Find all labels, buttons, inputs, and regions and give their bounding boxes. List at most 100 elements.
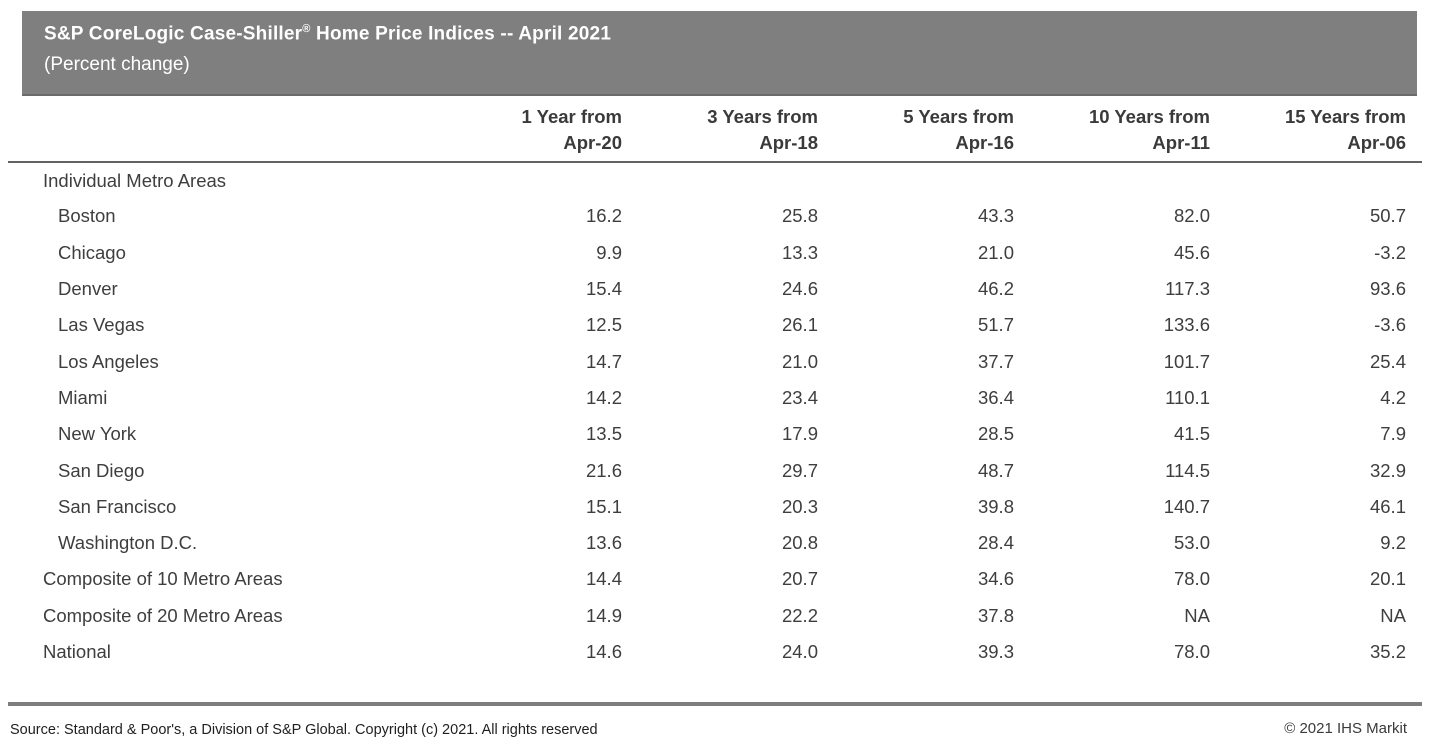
table-row: Las Vegas 12.5 26.1 51.7 133.6 -3.6 — [8, 307, 1422, 343]
column-header-line1: 3 Years from — [707, 106, 818, 127]
cell-value: 20.3 — [781, 495, 818, 517]
row-label: San Francisco — [58, 495, 177, 517]
cell-value: 117.3 — [1165, 278, 1210, 300]
cell-value: 110.1 — [1165, 386, 1210, 408]
table-row: New York 13.5 17.9 28.5 41.5 7.9 — [8, 416, 1422, 452]
cell-value: 7.9 — [1380, 423, 1406, 445]
cell-value: -3.2 — [1374, 241, 1406, 263]
cell-value: 29.7 — [781, 459, 818, 481]
cell-value: 9.2 — [1380, 532, 1406, 554]
cell-value: 21.6 — [585, 459, 622, 481]
footer-divider — [8, 702, 1422, 706]
header-label-spacer — [8, 96, 442, 163]
row-label: Miami — [58, 386, 108, 408]
copyright-note: © 2021 IHS Markit — [1284, 720, 1407, 737]
cell-value: 13.6 — [585, 532, 622, 554]
cell-value: 24.6 — [781, 278, 818, 300]
table-row: Individual Metro Areas — [8, 162, 1422, 198]
cell-value — [1226, 162, 1422, 198]
cell-value: 50.7 — [1369, 205, 1406, 227]
header-row: 1 Year from Apr-20 3 Years from Apr-18 5… — [8, 96, 1422, 163]
table-row: San Diego 21.6 29.7 48.7 114.5 32.9 — [8, 452, 1422, 488]
cell-value: 28.5 — [977, 423, 1014, 445]
cell-value: 21.0 — [977, 241, 1014, 263]
page-subtitle: (Percent change) — [44, 54, 190, 76]
row-label: Chicago — [58, 241, 126, 263]
cell-value: 13.5 — [585, 423, 622, 445]
cell-value: 25.8 — [781, 205, 818, 227]
cell-value: NA — [1184, 604, 1210, 626]
cell-value: 43.3 — [977, 205, 1014, 227]
table-row: Denver 15.4 24.6 46.2 117.3 93.6 — [8, 271, 1422, 307]
column-header-line1: 15 Years from — [1284, 106, 1406, 127]
cell-value: 41.5 — [1173, 423, 1210, 445]
source-note: Source: Standard & Poor's, a Division of… — [10, 722, 598, 738]
table-row: San Francisco 15.1 20.3 39.8 140.7 46.1 — [8, 489, 1422, 525]
cell-value: 39.8 — [977, 495, 1014, 517]
cell-value: 14.6 — [585, 641, 622, 662]
cell-value: 20.8 — [781, 532, 818, 554]
table-header: 1 Year from Apr-20 3 Years from Apr-18 5… — [8, 96, 1422, 163]
cell-value: 21.0 — [781, 350, 818, 372]
cell-value: 15.1 — [585, 495, 622, 517]
cell-value: 9.9 — [596, 241, 622, 263]
column-header-15yr: 15 Years from Apr-06 — [1226, 96, 1422, 163]
cell-value: 78.0 — [1173, 641, 1210, 662]
cell-value — [638, 162, 834, 198]
column-header-line2: Apr-16 — [955, 132, 1014, 153]
cell-value: -3.6 — [1374, 314, 1406, 336]
row-label: Los Angeles — [58, 350, 159, 372]
row-label: Individual Metro Areas — [43, 169, 227, 191]
row-label: Composite of 20 Metro Areas — [43, 604, 283, 626]
table-row: Composite of 10 Metro Areas 14.4 20.7 34.6 7… — [8, 561, 1422, 597]
registered-trademark-symbol: ® — [302, 23, 311, 35]
cell-value: 78.0 — [1173, 568, 1210, 590]
cell-value — [442, 162, 638, 198]
table-row: Los Angeles 14.7 21.0 37.7 101.7 25.4 — [8, 343, 1422, 379]
cell-value — [1030, 162, 1226, 198]
cell-value: 14.4 — [585, 568, 622, 590]
column-header-line2: Apr-20 — [563, 132, 622, 153]
table-row: Miami 14.2 23.4 36.4 110.1 4.2 — [8, 380, 1422, 416]
row-label: Boston — [58, 205, 116, 227]
cell-value: 28.4 — [977, 532, 1014, 554]
cell-value: 20.1 — [1369, 568, 1406, 590]
cell-value: 133.6 — [1163, 314, 1210, 336]
column-header-10yr: 10 Years from Apr-11 — [1030, 96, 1226, 163]
cell-value: 20.7 — [781, 568, 818, 590]
row-label: Composite of 10 Metro Areas — [43, 568, 283, 590]
cell-value: 12.5 — [585, 314, 622, 336]
cell-value: 32.9 — [1369, 459, 1406, 481]
column-header-line1: 1 Year from — [521, 106, 622, 127]
page-title: S&P CoreLogic Case-Shiller® Home Price I… — [44, 23, 1417, 45]
cell-value: 34.6 — [977, 568, 1014, 590]
column-header-line2: Apr-11 — [1152, 132, 1210, 153]
cell-value: 4.2 — [1380, 386, 1406, 408]
cell-value: 53.0 — [1173, 532, 1210, 554]
cell-value: 36.4 — [977, 386, 1014, 408]
cell-value: 140.7 — [1163, 495, 1210, 517]
cell-value: 37.8 — [977, 604, 1014, 626]
cell-value: 46.2 — [977, 278, 1014, 300]
title-band: S&P CoreLogic Case-Shiller® Home Price I… — [22, 11, 1417, 96]
column-header-line1: 10 Years from — [1088, 106, 1210, 127]
cell-value: 46.1 — [1369, 495, 1406, 517]
column-header-3yr: 3 Years from Apr-18 — [638, 96, 834, 163]
column-header-5yr: 5 Years from Apr-16 — [834, 96, 1030, 163]
cell-value: 26.1 — [781, 314, 818, 336]
page-title-suffix: Home Price Indices -- April 2021 — [310, 23, 612, 45]
table-body: Individual Metro Areas Boston 16.2 25.8 43.3… — [8, 162, 1422, 670]
cell-value: 24.0 — [781, 641, 818, 662]
cell-value: 14.7 — [585, 350, 622, 372]
row-label: National — [43, 641, 111, 662]
column-header-1yr: 1 Year from Apr-20 — [442, 96, 638, 163]
cell-value: NA — [1380, 604, 1406, 626]
cell-value: 14.2 — [585, 386, 622, 408]
cell-value: 15.4 — [585, 278, 622, 300]
table-row: Washington D.C. 13.6 20.8 28.4 53.0 9.2 — [8, 525, 1422, 561]
cell-value: 23.4 — [781, 386, 818, 408]
cell-value: 14.9 — [585, 604, 622, 626]
cell-value: 13.3 — [781, 241, 818, 263]
cell-value: 48.7 — [977, 459, 1014, 481]
cell-value: 51.7 — [977, 314, 1014, 336]
